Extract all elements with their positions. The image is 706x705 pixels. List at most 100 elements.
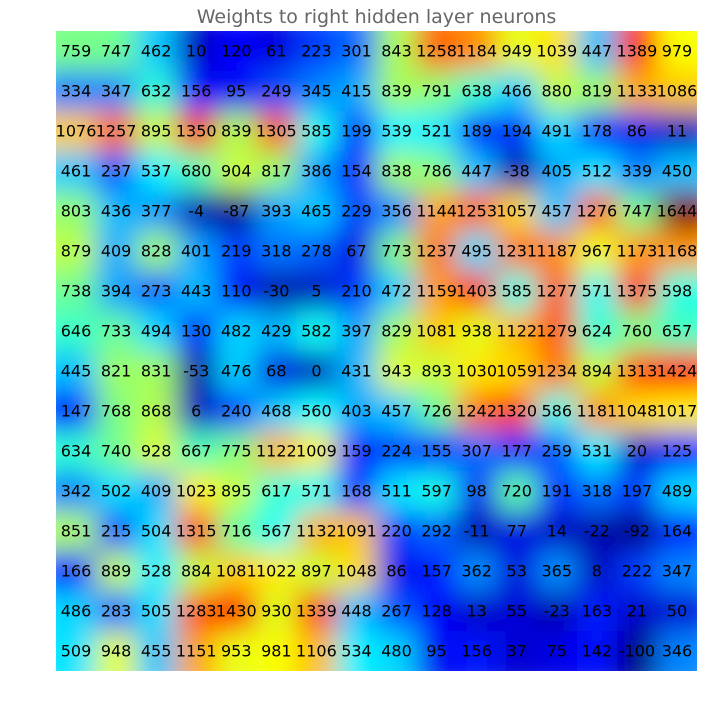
heatmap-cell	[576, 631, 618, 671]
heatmap-cell	[616, 31, 658, 72]
heatmap-cell	[56, 311, 97, 352]
heatmap-cell	[176, 471, 217, 512]
heatmap-cell	[536, 631, 578, 671]
cell-value-label: 457	[381, 402, 412, 421]
cell-value-label: 301	[341, 42, 372, 61]
heatmap-cell	[56, 31, 97, 72]
heatmap-cell	[536, 71, 578, 112]
cell-value-label: 1403	[456, 282, 497, 301]
heatmap-cell	[416, 151, 458, 192]
cell-value-label: 879	[61, 242, 92, 261]
cell-value-label: 624	[582, 322, 613, 341]
heatmap-cell	[376, 231, 418, 272]
cell-value-label: 61	[266, 42, 286, 61]
heatmap-cell	[376, 71, 418, 112]
heatmap-cell	[536, 431, 578, 472]
cell-value-label: 249	[261, 82, 292, 101]
cell-value-label: 156	[461, 642, 492, 661]
cell-value-label: 560	[301, 402, 332, 421]
heatmap-cell	[96, 351, 137, 392]
cell-value-label: 1168	[657, 242, 697, 261]
heatmap-cell	[496, 271, 538, 312]
cell-value-label: 585	[301, 122, 332, 141]
heatmap-cell	[296, 151, 337, 192]
cell-value-label: 154	[341, 162, 372, 181]
cell-value-label: 178	[582, 122, 613, 141]
heatmap-cell	[456, 111, 498, 152]
heatmap-cell	[496, 191, 538, 232]
heatmap-cell	[136, 631, 177, 671]
cell-value-label: 889	[101, 562, 132, 581]
cell-value-label: 759	[61, 42, 92, 61]
cell-value-label: 197	[622, 482, 653, 501]
heatmap-cell	[376, 111, 418, 152]
heatmap-cell	[656, 551, 697, 592]
heatmap-cell	[136, 551, 177, 592]
heatmap-cell	[336, 551, 377, 592]
heatmap-cell	[456, 71, 498, 112]
heatmap-cell	[296, 631, 337, 671]
heatmap-cell	[576, 431, 618, 472]
heatmap-cell	[536, 471, 578, 512]
heatmap-cell	[56, 351, 97, 392]
cell-value-label: 128	[421, 602, 452, 621]
heatmap-cell	[416, 31, 458, 72]
cell-value-label: 773	[381, 242, 412, 261]
cell-value-label: 334	[61, 82, 92, 101]
heatmap-cell	[216, 71, 257, 112]
heatmap-cell	[216, 111, 257, 152]
cell-value-label: 509	[61, 642, 92, 661]
cell-value-label: 283	[101, 602, 132, 621]
cell-value-label: 494	[141, 322, 172, 341]
cell-value-label: 1057	[496, 202, 537, 221]
cell-value-label: 486	[61, 602, 92, 621]
cell-value-label: 147	[61, 402, 92, 421]
cell-value-label: 843	[381, 42, 412, 61]
heatmap-cell	[176, 231, 217, 272]
heatmap-cell	[96, 631, 137, 671]
heatmap-cell	[456, 591, 498, 632]
cell-value-label: 829	[381, 322, 412, 341]
heatmap-cell	[416, 351, 458, 392]
cell-value-label: 838	[381, 162, 412, 181]
heatmap-cell	[376, 31, 418, 72]
heatmap-cell	[56, 271, 97, 312]
heatmap-cell	[456, 511, 498, 552]
cell-value-label: 1009	[296, 442, 337, 461]
cell-value-label: 409	[101, 242, 132, 261]
cell-value-label: 461	[61, 162, 92, 181]
heatmap-cell	[616, 311, 658, 352]
cell-value-label: 489	[662, 482, 693, 501]
cell-value-label: 502	[101, 482, 132, 501]
cell-value-label: -4	[188, 202, 204, 221]
cell-value-label: 720	[501, 482, 532, 501]
heatmap-cell	[536, 271, 578, 312]
cell-value-label: 445	[61, 362, 92, 381]
heatmap-cell	[56, 391, 97, 432]
heatmap-cell	[336, 511, 377, 552]
heatmap-cell	[176, 111, 217, 152]
cell-value-label: 897	[301, 562, 332, 581]
cell-value-label: 318	[582, 482, 613, 501]
heatmap-cell	[536, 391, 578, 432]
heatmap-cell	[536, 151, 578, 192]
heatmap-cell	[656, 151, 697, 192]
heatmap-cell	[336, 231, 377, 272]
heatmap-cell	[576, 471, 618, 512]
cell-value-label: 393	[261, 202, 292, 221]
cell-value-label: 13	[466, 602, 486, 621]
heatmap-cell	[616, 471, 658, 512]
heatmap-cell	[256, 471, 297, 512]
cell-value-label: -22	[584, 522, 610, 541]
heatmap-cell	[616, 511, 658, 552]
cell-value-label: 67	[346, 242, 366, 261]
cell-value-label: 472	[381, 282, 412, 301]
heatmap-cell	[216, 631, 257, 671]
cell-value-label: 386	[301, 162, 332, 181]
heatmap-cell	[656, 191, 697, 232]
heatmap-cell	[656, 351, 697, 392]
cell-value-label: 1048	[336, 562, 377, 581]
cell-value-label: 1151	[176, 642, 217, 661]
heatmap-cell	[576, 551, 618, 592]
cell-value-label: 50	[667, 602, 687, 621]
